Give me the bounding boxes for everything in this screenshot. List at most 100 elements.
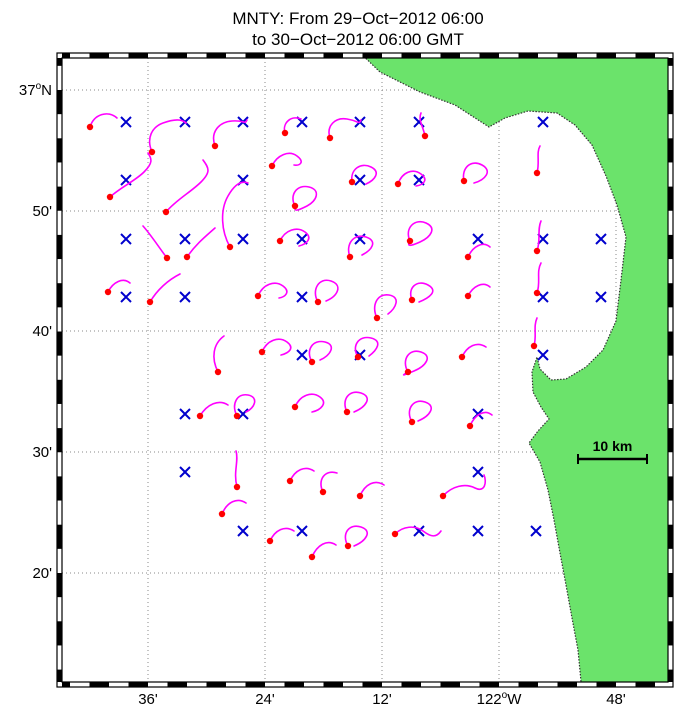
- trajectory-path: [533, 317, 538, 347]
- trajectory-path: [221, 499, 247, 515]
- trajectory-path: [233, 394, 256, 417]
- trajectory-path: [107, 279, 131, 293]
- grid-point-x-marker: [120, 233, 132, 245]
- grid-point-x-marker: [296, 525, 308, 537]
- frame-band: [284, 682, 304, 687]
- grid-point-x-marker: [595, 291, 607, 303]
- grid-point-x-marker: [354, 174, 366, 186]
- frame-band: [128, 53, 148, 58]
- drifter-position-dot: [214, 368, 222, 376]
- grid-point-x-marker: [472, 233, 484, 245]
- trajectory-path: [142, 225, 168, 259]
- frame-band: [401, 53, 421, 58]
- grid-point-x-marker: [537, 116, 549, 128]
- frame-band: [596, 53, 616, 58]
- x-tick-label: 122oW: [477, 690, 523, 708]
- trajectory-path: [279, 228, 310, 247]
- drifter-position-dot: [226, 243, 234, 251]
- frame-band: [57, 573, 62, 598]
- trajectory-path: [402, 350, 429, 376]
- radar-grid-markers: [120, 116, 607, 537]
- frame-band: [362, 682, 382, 687]
- trajectory-path: [394, 526, 442, 537]
- trajectory-path: [354, 336, 379, 358]
- trajectory-path: [289, 467, 315, 482]
- x-tick-label: 48': [606, 691, 626, 708]
- drifter-position-dot: [406, 237, 414, 245]
- drifter-position-dot: [464, 292, 472, 300]
- frame-band: [479, 53, 499, 58]
- trajectory-path: [407, 221, 433, 247]
- scale-bar: 10 km: [577, 438, 648, 464]
- frame-band: [668, 283, 673, 308]
- trajectory-path: [408, 400, 433, 423]
- drifter-position-dot: [258, 348, 266, 356]
- trajectory-path: [149, 273, 181, 303]
- figure-title-line1: MNTY: From 29−Oct−2012 06:00: [232, 9, 483, 28]
- drifter-position-dot: [391, 530, 399, 538]
- x-tick-label: 24': [255, 691, 275, 708]
- drifter-position-dot: [439, 492, 447, 500]
- frame-band: [668, 379, 673, 404]
- frame-band: [479, 682, 499, 687]
- trajectory-path: [359, 481, 385, 497]
- trajectory-path: [165, 159, 209, 213]
- drifter-position-dot: [218, 510, 226, 518]
- drifter-position-dot: [314, 298, 322, 306]
- frame-band: [518, 682, 538, 687]
- scale-bar-label: 10 km: [593, 438, 633, 454]
- frame-band: [62, 682, 70, 687]
- drifter-position-dot: [148, 148, 156, 156]
- grid-point-x-marker: [120, 116, 132, 128]
- drifter-position-dot: [394, 180, 402, 188]
- drifter-position-dot: [421, 132, 429, 140]
- drifter-position-dot: [530, 342, 538, 350]
- drifter-position-dot: [196, 412, 204, 420]
- y-tick-label: 50': [32, 203, 52, 220]
- trajectory-path: [344, 391, 369, 413]
- drifter-position-dot: [346, 253, 354, 261]
- frame-band: [57, 186, 62, 211]
- y-tick-label: 20': [32, 565, 52, 582]
- frame-band: [57, 283, 62, 308]
- drifter-position-dot: [183, 253, 191, 261]
- drifter-position-dot: [458, 353, 466, 361]
- frame-band: [518, 53, 538, 58]
- trajectory-path: [467, 283, 491, 297]
- frame-band: [440, 682, 460, 687]
- frame-band: [668, 573, 673, 598]
- drifter-position-dot: [408, 418, 416, 426]
- x-tick-label: 36': [138, 691, 158, 708]
- drifter-position-dot: [356, 492, 364, 500]
- drifter-position-dot: [344, 542, 352, 550]
- frame-band: [668, 524, 673, 549]
- trajectory-path: [467, 243, 491, 258]
- grid-point-x-marker: [472, 466, 484, 478]
- drifter-position-dot: [104, 288, 112, 296]
- trajectory-path: [461, 343, 487, 358]
- frame-band: [668, 90, 673, 115]
- trajectory-path: [148, 119, 187, 153]
- drifter-position-dot: [464, 253, 472, 261]
- frame-band: [668, 621, 673, 646]
- trajectory-path: [213, 335, 225, 373]
- grid-point-x-marker: [296, 349, 308, 361]
- drifter-position-dot: [281, 129, 289, 137]
- drifter-position-dot: [343, 408, 351, 416]
- drifter-position-dot: [373, 314, 381, 322]
- trajectory-path: [410, 282, 434, 303]
- figure-title-line2: to 30−Oct−2012 06:00 GMT: [252, 30, 464, 49]
- frame-band: [206, 53, 226, 58]
- drifter-position-dot: [533, 247, 541, 255]
- trajectory-path: [199, 401, 229, 417]
- frame-band: [167, 682, 187, 687]
- frame-band: [362, 53, 382, 58]
- drifter-position-dot: [163, 254, 171, 262]
- frame-band: [668, 428, 673, 453]
- trajectory-path: [314, 279, 339, 303]
- frame-band: [89, 53, 109, 58]
- trajectory-path: [328, 117, 362, 139]
- grid-point-x-marker: [179, 408, 191, 420]
- y-tick-label: 37oN: [19, 81, 52, 99]
- drifter-position-dot: [268, 162, 276, 170]
